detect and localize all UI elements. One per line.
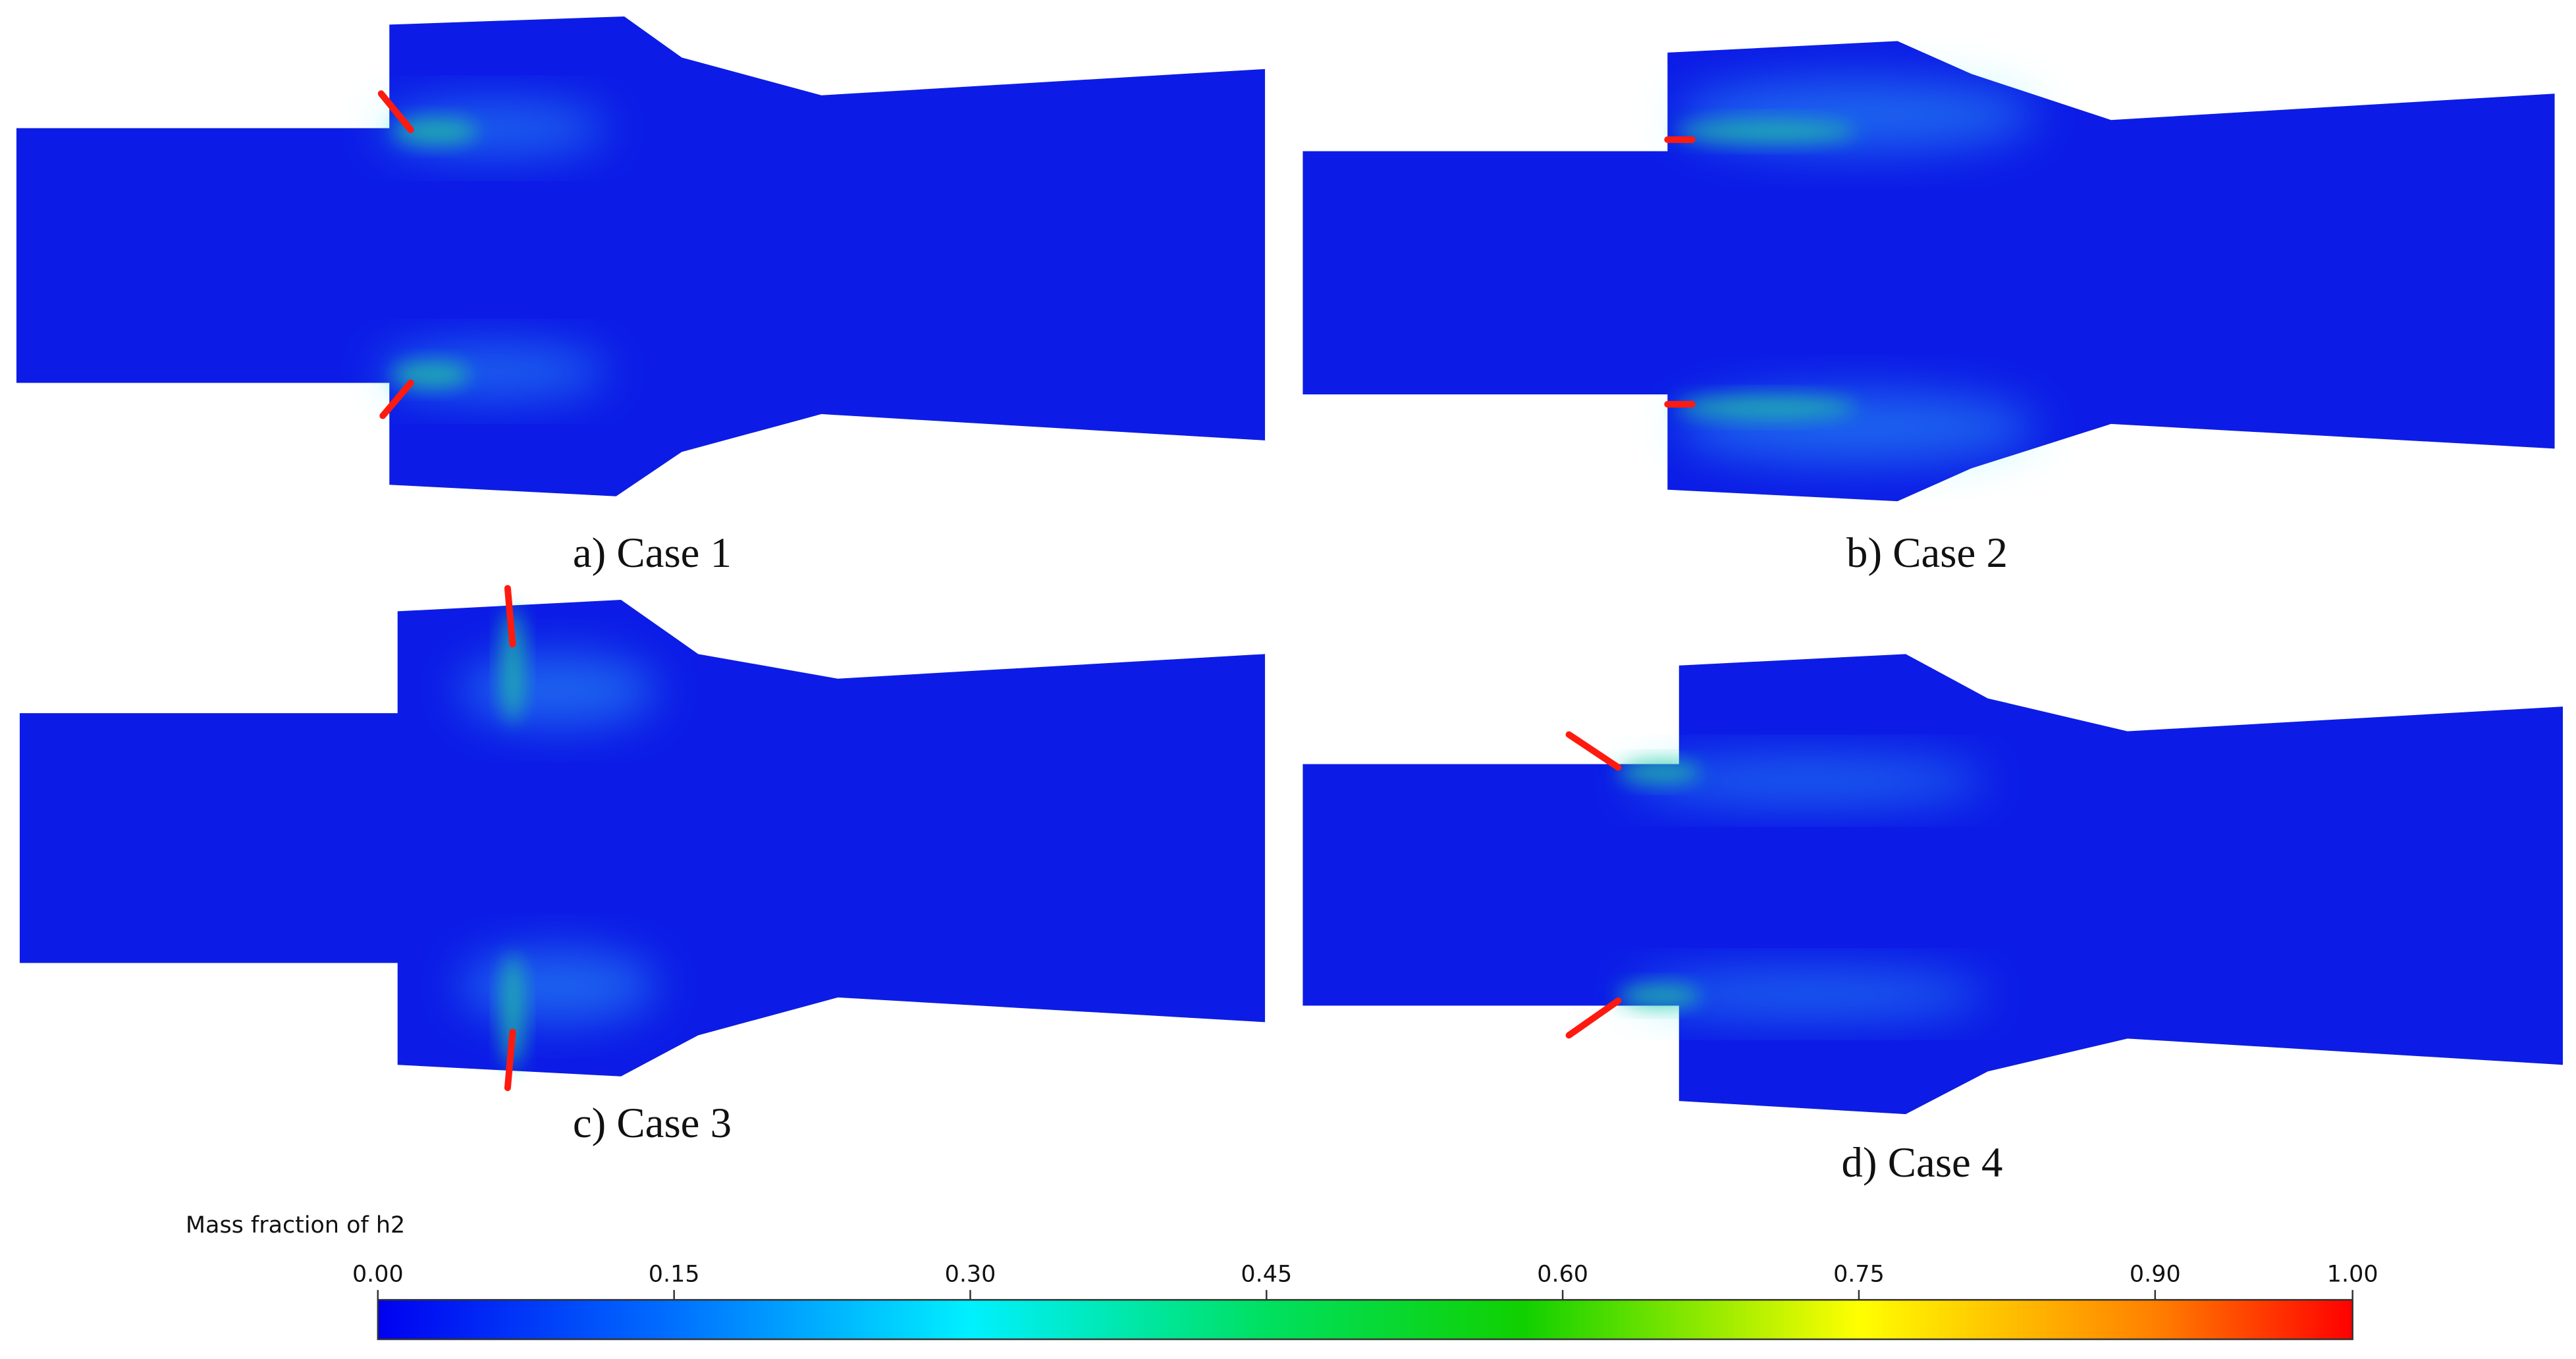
caption: d) Case 4 (1842, 1139, 2003, 1186)
panel-case-2: b) Case 2 (1302, 41, 2555, 577)
caption: b) Case 2 (1846, 529, 2008, 577)
tick-label: 0.90 (2130, 1262, 2181, 1288)
panel-case-3: c) Case 3 (19, 585, 1266, 1147)
injector (504, 585, 516, 648)
caption: a) Case 1 (573, 529, 732, 577)
injector (504, 1028, 516, 1092)
tick-label: 0.60 (1537, 1262, 1588, 1288)
panel-case-4: d) Case 4 (1302, 654, 2563, 1186)
tick-label: 0.00 (352, 1262, 404, 1288)
tick-label: 0.45 (1241, 1262, 1292, 1288)
domain (19, 599, 1266, 1077)
plume (390, 361, 470, 388)
colorbar-scale (377, 1298, 2353, 1341)
domain (16, 16, 1266, 496)
tick-label: 0.75 (1833, 1262, 1885, 1288)
tick-label: 0.30 (945, 1262, 996, 1288)
injector (379, 379, 414, 419)
domain (1302, 41, 2555, 502)
plume (460, 654, 657, 727)
plume (1626, 757, 1988, 804)
tick-label: 0.15 (649, 1262, 700, 1288)
colorbar-title: Mass fraction of h2 (186, 1212, 405, 1239)
plume (1618, 984, 1701, 1007)
tick-label: 1.00 (2327, 1262, 2378, 1288)
plume (1675, 120, 1857, 144)
colorbar: Mass fraction of h2 0.00 0.15 0.30 0.45 0.60… (186, 1212, 2378, 1341)
plume (392, 118, 479, 145)
plume (500, 953, 524, 1069)
plume (500, 608, 524, 724)
panel-case-1: a) Case 1 (16, 16, 1266, 577)
plume (460, 949, 657, 1023)
plume (1618, 760, 1701, 784)
plume (1626, 971, 1988, 1017)
domain (1302, 654, 2563, 1115)
injector (1565, 997, 1622, 1039)
injector (1565, 731, 1622, 771)
plume (1675, 396, 1857, 419)
injector (377, 90, 414, 134)
caption: c) Case 3 (573, 1100, 732, 1147)
